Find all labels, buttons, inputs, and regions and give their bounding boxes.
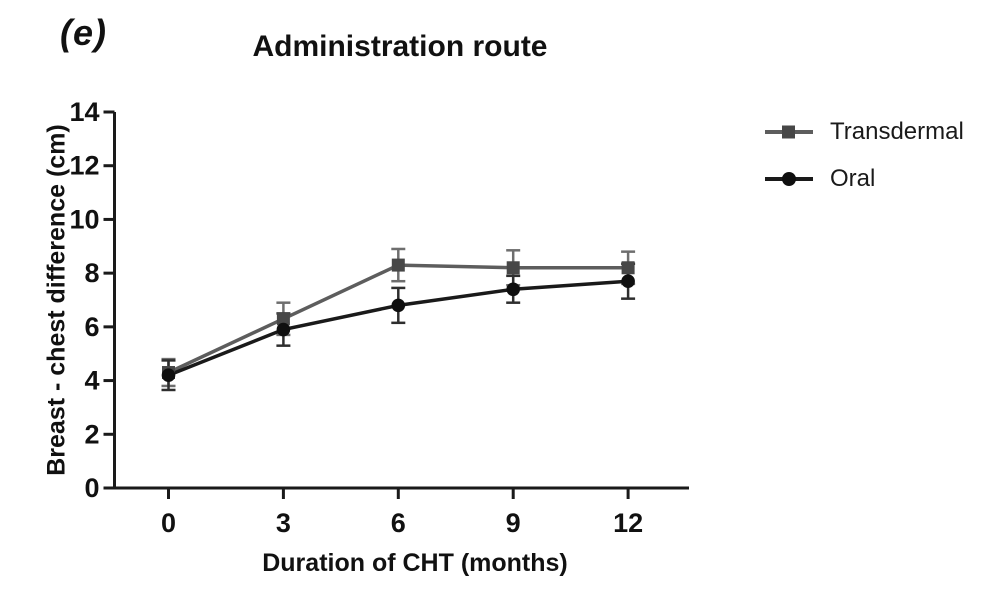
y-tick-label: 4	[84, 366, 99, 396]
y-axis-label: Breast - chest difference (cm)	[42, 124, 71, 476]
x-tick-label: 12	[613, 508, 643, 538]
legend-label: Transdermal	[830, 118, 964, 145]
x-tick-label: 6	[391, 508, 406, 538]
legend-item-oral: Oral	[764, 165, 964, 192]
panel-label: (e)	[60, 12, 107, 53]
y-tick-label: 0	[84, 473, 99, 503]
y-tick-label: 6	[84, 312, 99, 342]
series-oral	[161, 262, 636, 392]
legend-item-transdermal: Transdermal	[764, 118, 964, 145]
x-axis-label: Duration of CHT (months)	[262, 549, 568, 577]
legend-label: Oral	[830, 165, 876, 192]
x-tick-label: 0	[161, 508, 176, 538]
legend-square-marker-icon	[765, 125, 813, 139]
x-tick-label: 3	[276, 508, 291, 538]
y-tick-label: 12	[69, 151, 99, 181]
x-tick-label: 9	[506, 508, 521, 538]
markers-oral	[161, 274, 635, 383]
y-tick-label: 2	[84, 419, 99, 449]
y-tick-label: 8	[84, 258, 99, 288]
chart-title: Administration route	[252, 30, 548, 63]
y-tick-label: 10	[69, 204, 99, 234]
legend-circle-marker-icon	[765, 172, 813, 186]
legend: Transdermal Oral	[764, 118, 964, 192]
y-tick-label: 14	[69, 97, 99, 127]
